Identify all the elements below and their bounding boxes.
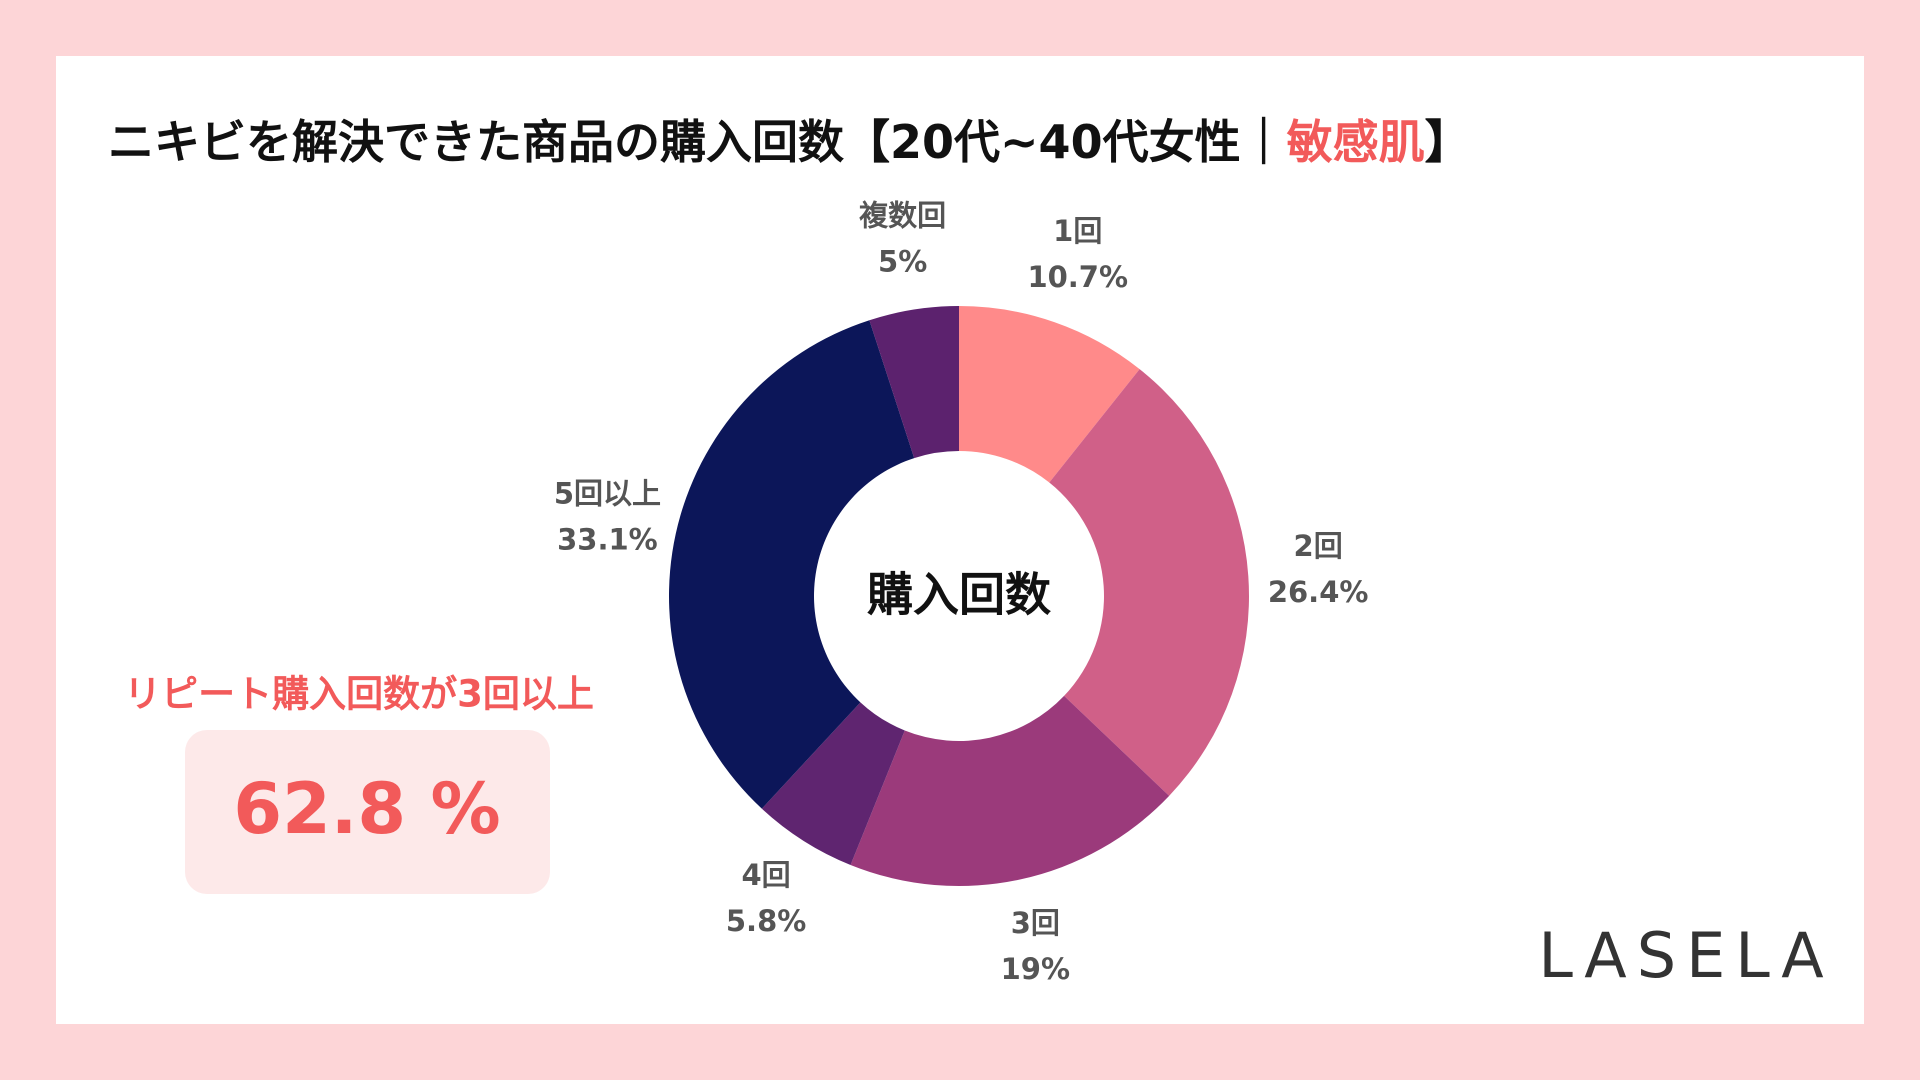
callout-text: リピート購入回数が3回以上 bbox=[124, 673, 594, 716]
title-part: 】 bbox=[1425, 115, 1471, 169]
slice-value-label: 5.8% bbox=[726, 904, 806, 938]
callout-box bbox=[185, 730, 550, 894]
donut-slice bbox=[761, 702, 905, 865]
slice-value-label: 10.7% bbox=[1027, 260, 1128, 294]
title-part: 敏感肌 bbox=[1287, 115, 1425, 169]
slice-value-label: 26.4% bbox=[1268, 575, 1369, 609]
slice-label: 複数回 bbox=[859, 198, 946, 232]
logo: LASELA bbox=[1538, 919, 1833, 992]
slice-label: 1回 bbox=[1053, 214, 1102, 248]
slice-value-label: 5% bbox=[878, 244, 927, 278]
slice-label: 3回 bbox=[1011, 906, 1060, 940]
slice-value-label: 19% bbox=[1001, 952, 1070, 986]
center-label: 購入回数 bbox=[867, 568, 1051, 622]
title-part: ニキビを解決できた商品の購入回数【20代~40代女性｜ bbox=[108, 115, 1287, 169]
donut-slice bbox=[869, 306, 959, 459]
callout-value: 62.8 % bbox=[233, 768, 500, 850]
slice-label: 2回 bbox=[1294, 529, 1343, 563]
donut-slice bbox=[1049, 369, 1249, 796]
slice-label: 5回以上 bbox=[554, 477, 661, 511]
donut-slice bbox=[850, 695, 1170, 886]
slice-label: 4回 bbox=[742, 858, 791, 892]
donut-slice bbox=[959, 306, 1140, 483]
donut-slice bbox=[669, 320, 915, 809]
slice-value-label: 33.1% bbox=[557, 523, 658, 557]
chart-title: ニキビを解決できた商品の購入回数【20代~40代女性｜敏感肌】 bbox=[108, 115, 1471, 169]
